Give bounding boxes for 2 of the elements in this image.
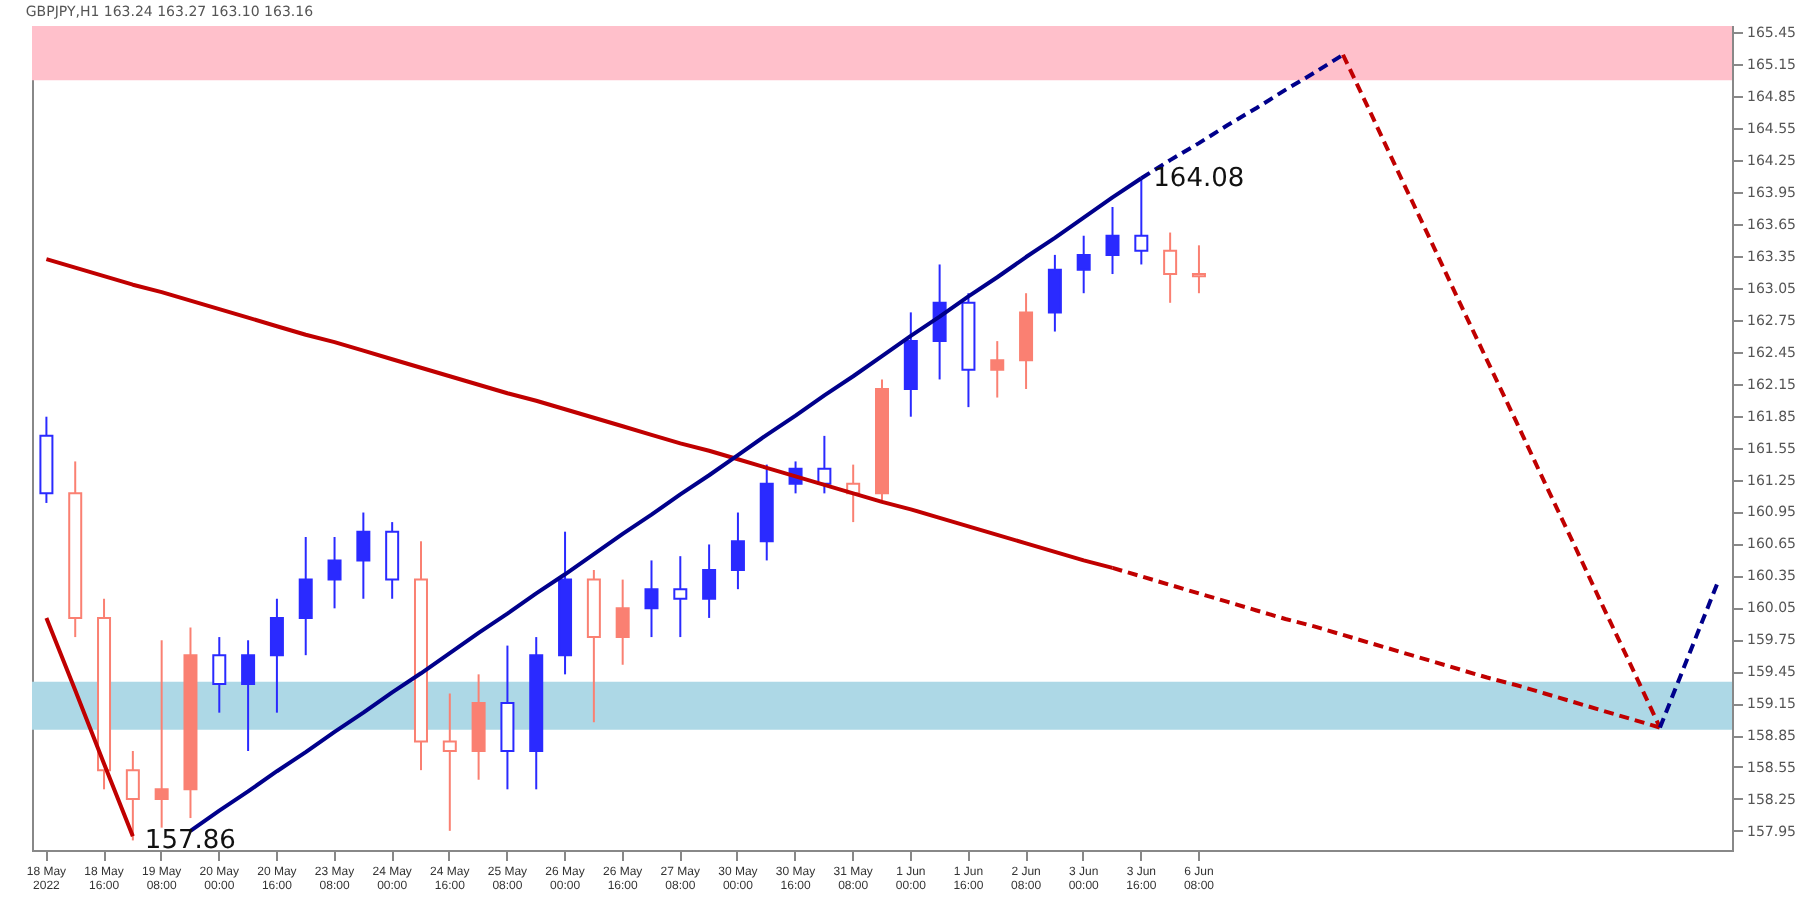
annotation: 157.86 xyxy=(144,826,236,857)
annotation: 164.08 xyxy=(1153,164,1245,195)
